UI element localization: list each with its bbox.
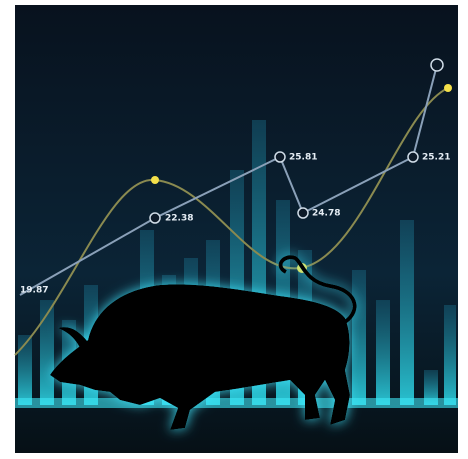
value-label: 22.38	[165, 214, 193, 224]
value-label: 19.87	[20, 286, 48, 296]
page: 19.87 22.38 25.81 24.78 25.21 (() => { c…	[0, 0, 468, 459]
value-label: 25.21	[422, 153, 450, 163]
value-label: 24.78	[312, 209, 340, 219]
floor-glow	[15, 398, 458, 408]
value-label: 25.81	[289, 153, 317, 163]
illustration: 19.87 22.38 25.81 24.78 25.21	[0, 0, 468, 459]
